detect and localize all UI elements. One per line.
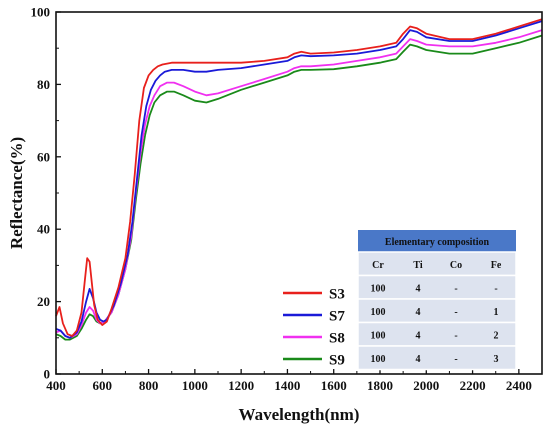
table-cell: 2 bbox=[494, 330, 499, 341]
x-tick-label: 1200 bbox=[228, 378, 254, 393]
x-tick-label: 2400 bbox=[506, 378, 532, 393]
legend-label-s3: S3 bbox=[329, 287, 345, 303]
legend-label-s7: S7 bbox=[329, 309, 345, 325]
series-line-s3 bbox=[55, 18, 543, 337]
table-cell: 3 bbox=[494, 354, 499, 365]
series-line-s8 bbox=[55, 29, 543, 339]
x-tick-label: 1800 bbox=[367, 378, 393, 393]
y-tick-label: 20 bbox=[37, 294, 50, 309]
x-axis-title: Wavelength(nm) bbox=[239, 405, 360, 424]
table-cell: 100 bbox=[371, 283, 386, 294]
y-tick-label: 100 bbox=[31, 5, 51, 20]
table-cell: 100 bbox=[371, 354, 386, 365]
y-tick-label: 0 bbox=[44, 367, 51, 382]
table-cell: 4 bbox=[416, 330, 421, 341]
x-tick-label: 2200 bbox=[460, 378, 486, 393]
legend: S3 S7 S8 S9 bbox=[283, 287, 345, 369]
y-tick-label: 60 bbox=[37, 149, 50, 164]
table-cell: 4 bbox=[416, 354, 421, 365]
x-tick-label: 1000 bbox=[182, 378, 208, 393]
x-tick-label: 400 bbox=[46, 378, 66, 393]
table-row bbox=[357, 345, 517, 371]
y-tick-label: 80 bbox=[37, 77, 50, 92]
table-cell: - bbox=[454, 307, 457, 318]
table-body: Cr Ti Co Fe 100 4 - - 100 4 - 1 100 4 - 2 100 4 - 3 bbox=[357, 251, 517, 371]
legend-label-s9: S9 bbox=[329, 353, 345, 369]
x-tick-label: 600 bbox=[93, 378, 113, 393]
x-tick-label: 2000 bbox=[413, 378, 439, 393]
y-tick-label: 40 bbox=[37, 222, 50, 237]
x-tick-label: 1600 bbox=[321, 378, 347, 393]
ticks-layer: 400 600 800 1000 1200 1400 1600 1800 2000 2200 240… bbox=[31, 5, 532, 394]
table-cell: 100 bbox=[371, 307, 386, 318]
table-cell: - bbox=[454, 283, 457, 294]
table-header-cell: Cr bbox=[372, 260, 384, 271]
x-tick-label: 800 bbox=[139, 378, 159, 393]
table-header-cell: Ti bbox=[413, 260, 422, 271]
table-cell: - bbox=[494, 283, 497, 294]
x-tick-label: 1400 bbox=[274, 378, 300, 393]
table-cell: 1 bbox=[494, 307, 499, 318]
table-cell: 100 bbox=[371, 330, 386, 341]
table-title: Elementary composition bbox=[385, 237, 490, 248]
series-layer bbox=[55, 18, 543, 341]
table-cell: 4 bbox=[416, 283, 421, 294]
table-header-cell: Fe bbox=[491, 260, 502, 271]
y-axis-title: Reflectance(%) bbox=[7, 137, 26, 249]
table-title-background bbox=[358, 230, 516, 252]
table-cell: 4 bbox=[416, 307, 421, 318]
table-header-cell: Co bbox=[450, 260, 462, 271]
composition-table: Elementary composition Cr Ti Co Fe 100 4 - - 100… bbox=[357, 230, 517, 371]
series-line-s9 bbox=[55, 34, 543, 341]
table-cell: - bbox=[454, 354, 457, 365]
legend-label-s8: S8 bbox=[329, 331, 345, 347]
table-cell: - bbox=[454, 330, 457, 341]
